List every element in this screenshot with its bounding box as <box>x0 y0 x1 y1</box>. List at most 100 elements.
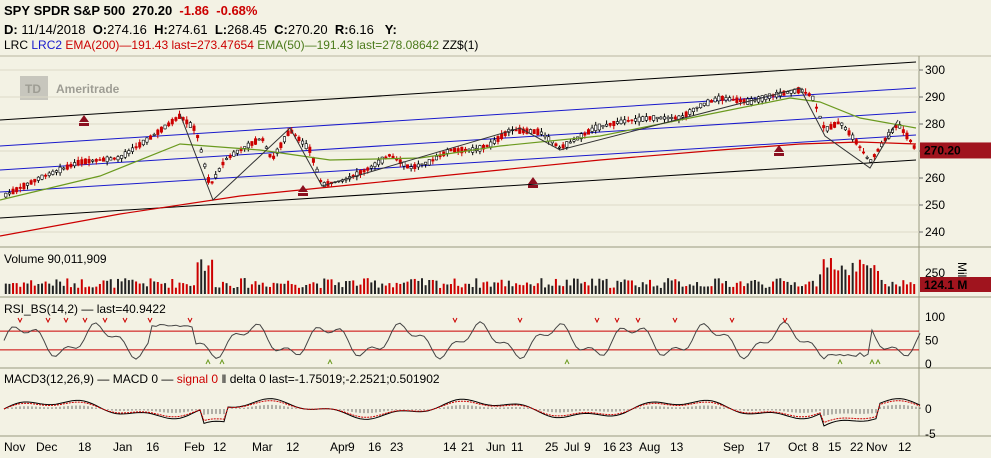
candle-body <box>29 180 33 185</box>
rsi-sell-marker-10 <box>594 317 600 324</box>
volume-bar <box>905 284 908 294</box>
volume-bar <box>703 286 706 294</box>
rsi-sell-marker-2 <box>63 317 69 324</box>
volume-bar <box>91 287 94 294</box>
candle-body <box>728 97 732 102</box>
candle-body <box>605 123 609 127</box>
volume-bar <box>345 281 347 294</box>
volume-bar <box>500 279 503 294</box>
candle-body <box>778 91 782 97</box>
candle-body <box>872 154 876 158</box>
volume-bar <box>182 283 185 294</box>
volume-bar <box>587 285 590 294</box>
volume-bar <box>297 287 300 294</box>
volume-bar <box>164 283 167 294</box>
candle-body <box>456 148 460 152</box>
signal-arrow-base-2 <box>528 185 538 188</box>
rsi-tick-1: 50 <box>925 334 939 348</box>
last-price-badge <box>920 142 991 159</box>
volume-bar <box>804 284 807 294</box>
volume-bar <box>649 279 651 294</box>
lrc-label[interactable]: LRC <box>4 38 29 52</box>
signal-arrow-1 <box>298 185 308 192</box>
date-label-2: 18 <box>78 440 92 454</box>
volume-bar <box>478 287 481 294</box>
candle-body <box>91 159 95 162</box>
candle-body <box>561 144 565 149</box>
volume-bar <box>609 287 612 294</box>
volume-bar <box>326 279 329 294</box>
volume-bar <box>710 286 713 294</box>
volume-bar <box>562 286 565 294</box>
candle-body <box>98 159 102 161</box>
volume-bar <box>59 281 62 294</box>
volume-bar <box>594 285 597 294</box>
volume-bar <box>106 280 109 294</box>
candle-body <box>80 159 84 165</box>
volume-bar <box>833 269 836 294</box>
volume-bar <box>250 284 253 294</box>
lrc2-label[interactable]: LRC2 <box>31 38 63 52</box>
volume-bar <box>22 282 25 294</box>
volume-bar <box>196 262 199 294</box>
volume-bar <box>337 282 340 294</box>
volume-bar <box>522 285 525 294</box>
volume-bar <box>51 285 54 294</box>
volume-bar <box>402 282 405 294</box>
candle-body <box>829 124 833 130</box>
date-axis: Nov Dec 18 Jan 16 Feb 12 Mar 12 Apr 9 16 23 14 21 Jun 11… <box>4 440 912 454</box>
volume-bar <box>681 286 684 294</box>
candle-body <box>44 174 48 177</box>
volume-bar <box>620 282 623 294</box>
rsi-tick-2: 0 <box>925 357 932 371</box>
ameritrade-watermark: TD Ameritrade <box>20 76 120 100</box>
volume-bar <box>84 287 87 294</box>
candle-body <box>18 186 22 189</box>
volume-bar <box>384 285 387 294</box>
volume-bar <box>348 280 351 294</box>
volume-bar <box>601 280 604 294</box>
ema50-legend[interactable]: EMA(50)—191.43 last=278.08642 <box>257 38 440 52</box>
low-label: L: <box>214 22 228 37</box>
volume-bar <box>442 283 445 294</box>
rsi-sell-marker-9 <box>517 317 523 324</box>
ema200-legend[interactable]: EMA(200)—191.43 last=273.47654 <box>65 38 254 52</box>
volume-bar <box>269 286 271 294</box>
ema200-last: last=273.47654 <box>171 38 254 52</box>
volume-bar <box>757 281 760 294</box>
signal-arrow-2 <box>528 177 538 184</box>
candle-body <box>489 141 493 148</box>
volume-bar <box>837 270 840 294</box>
price-tick-300: 300 <box>925 63 945 77</box>
volume-bar <box>98 283 101 294</box>
low-value: 268.45 <box>227 22 267 37</box>
candle-body <box>15 187 19 193</box>
candle-body <box>73 162 77 167</box>
candle-body <box>713 97 717 103</box>
candle-body <box>601 125 605 128</box>
zigzag-line <box>179 87 899 201</box>
date-label-14: 21 <box>461 440 475 454</box>
date-label-22: Aug <box>639 440 660 454</box>
volume-bar <box>460 287 463 294</box>
volume-bar <box>33 285 36 294</box>
volume-bar <box>721 283 724 294</box>
high-label: H: <box>154 22 168 37</box>
candle-body <box>706 99 710 107</box>
macd-signal-line <box>3 400 921 424</box>
candle-body <box>659 116 663 120</box>
volume-bar <box>236 287 239 294</box>
volume-bar <box>131 279 134 294</box>
volume-bar <box>406 281 409 294</box>
candle-body <box>796 87 800 94</box>
volume-bar <box>117 278 119 294</box>
volume-bar <box>790 284 793 294</box>
volume-bar <box>200 259 203 294</box>
candle-body <box>185 119 189 125</box>
date-label-12: 23 <box>390 440 404 454</box>
zigzag-label[interactable]: ZZ$(1) <box>442 38 479 52</box>
candle-body <box>673 116 677 120</box>
candle-body <box>869 159 873 163</box>
candle-body <box>369 165 373 169</box>
